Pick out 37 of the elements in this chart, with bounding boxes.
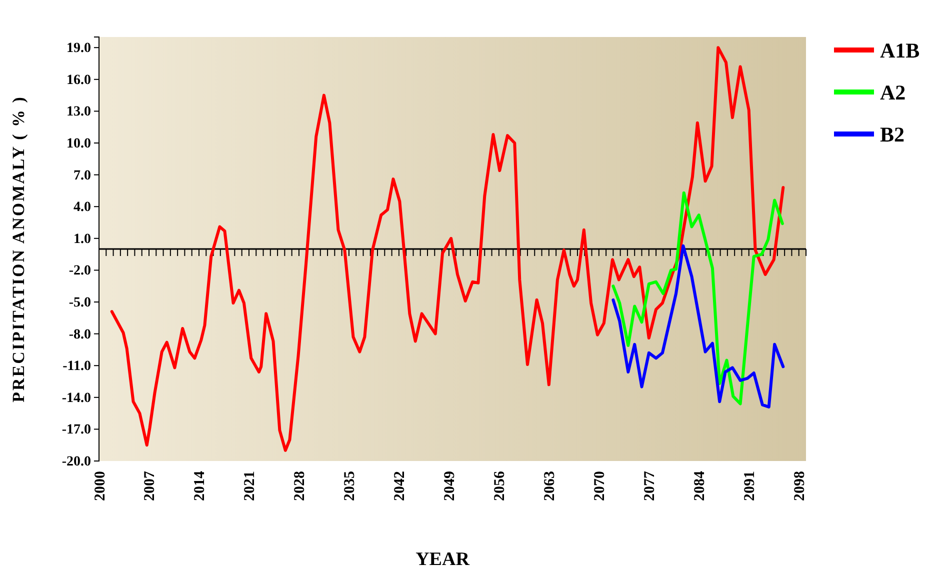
x-tick-label: 2007: [142, 470, 158, 501]
x-tick-label: 2028: [292, 471, 308, 501]
x-tick-label: 2056: [492, 470, 508, 501]
x-tick-label: 2035: [342, 471, 358, 501]
x-tick-label: 2098: [792, 471, 808, 501]
y-tick-label: 16.0: [66, 72, 91, 88]
y-tick-label: -2.0: [68, 264, 91, 279]
y-axis-title: PRECIPITATION ANOMALY ( % ): [9, 96, 28, 402]
y-tick-label: 1.0: [74, 232, 91, 247]
x-tick-label: 2084: [692, 470, 708, 501]
x-axis-title: YEAR: [416, 549, 470, 570]
legend-label: A1B: [880, 38, 920, 62]
x-tick-label: 2077: [642, 470, 658, 501]
line-series: [612, 191, 784, 406]
y-tick-label: 19.0: [66, 41, 91, 56]
x-tick-label: 2000: [92, 471, 108, 501]
y-tick-label: 4.0: [74, 200, 91, 216]
y-tick-label: -17.0: [62, 422, 91, 438]
y-tick-label: 10.0: [66, 136, 91, 152]
y-tick-label: -11.0: [62, 359, 91, 374]
y-tick-label: -5.0: [68, 295, 91, 310]
y-tick-label: -14.0: [62, 390, 91, 406]
y-tick-label: -20.0: [62, 454, 91, 470]
legend-label: B2: [880, 122, 905, 146]
x-tick-label: 2063: [542, 471, 558, 501]
x-tick-label: 2049: [442, 471, 458, 501]
line-series: [110, 46, 785, 452]
y-tick-label: 13.0: [66, 104, 91, 120]
x-tick-label: 2042: [392, 471, 408, 501]
x-tick-label: 2070: [592, 471, 608, 501]
y-tick-label: 7.0: [74, 168, 91, 184]
x-tick-label: 2091: [742, 471, 758, 501]
legend-label: A2: [880, 80, 906, 104]
y-tick-label: -8.0: [68, 327, 91, 342]
line-series: [612, 244, 785, 408]
x-tick-label: 2014: [192, 470, 208, 501]
x-tick-label: 2021: [242, 471, 258, 501]
